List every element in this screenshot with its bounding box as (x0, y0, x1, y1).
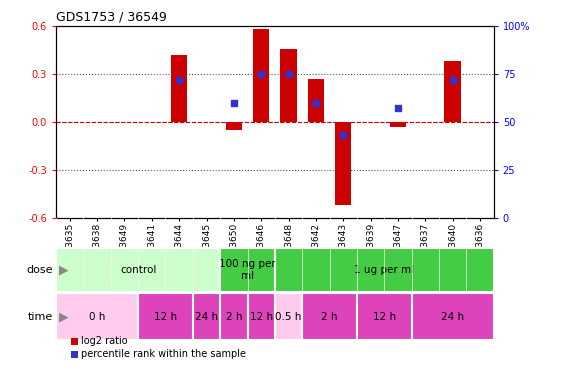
Bar (335, 122, 351, 205)
FancyBboxPatch shape (193, 294, 220, 340)
Text: time: time (28, 312, 53, 322)
Bar (226, 122, 242, 130)
FancyBboxPatch shape (138, 294, 193, 340)
FancyBboxPatch shape (275, 294, 302, 340)
Text: 12 h: 12 h (250, 312, 273, 322)
FancyBboxPatch shape (56, 248, 220, 292)
FancyBboxPatch shape (220, 248, 275, 292)
Text: log2 ratio: log2 ratio (81, 336, 128, 346)
FancyBboxPatch shape (412, 294, 494, 340)
Bar (280, 49, 297, 122)
FancyBboxPatch shape (357, 294, 412, 340)
Bar (390, 122, 406, 127)
Text: 24 h: 24 h (195, 312, 218, 322)
Text: 1 ug per ml: 1 ug per ml (354, 265, 415, 275)
FancyBboxPatch shape (247, 294, 275, 340)
Text: 2 h: 2 h (321, 312, 338, 322)
Text: ▶: ▶ (59, 264, 68, 276)
FancyBboxPatch shape (302, 294, 357, 340)
Text: control: control (120, 265, 157, 275)
FancyBboxPatch shape (56, 294, 138, 340)
Text: 24 h: 24 h (441, 312, 464, 322)
Text: 100 ng per
ml: 100 ng per ml (219, 259, 276, 281)
Bar (444, 61, 461, 122)
Bar (253, 30, 269, 122)
Bar (307, 79, 324, 122)
Text: percentile rank within the sample: percentile rank within the sample (81, 350, 246, 359)
Text: 0.5 h: 0.5 h (275, 312, 302, 322)
Text: 0 h: 0 h (89, 312, 105, 322)
FancyBboxPatch shape (220, 294, 247, 340)
Text: dose: dose (27, 265, 53, 275)
Text: GDS1753 / 36549: GDS1753 / 36549 (56, 11, 167, 24)
Bar (171, 55, 187, 122)
Text: 2 h: 2 h (226, 312, 242, 322)
FancyBboxPatch shape (275, 248, 494, 292)
Text: ▶: ▶ (59, 310, 68, 323)
Text: 12 h: 12 h (154, 312, 177, 322)
Text: 12 h: 12 h (373, 312, 396, 322)
